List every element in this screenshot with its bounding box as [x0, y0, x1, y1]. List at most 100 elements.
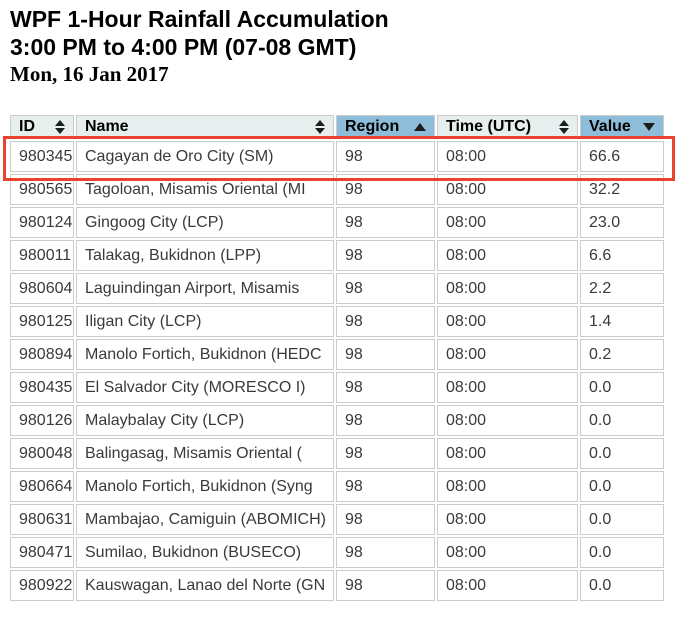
page-subtitle: 3:00 PM to 4:00 PM (07-08 GMT)	[10, 34, 357, 60]
page-date: Mon, 16 Jan 2017	[10, 62, 169, 86]
cell-name: Laguindingan Airport, Misamis	[76, 273, 334, 304]
table-row: 980011 Talakag, Bukidnon (LPP) 98 08:00 6.6	[10, 240, 664, 271]
table-row: 980604 Laguindingan Airport, Misamis 98 08:…	[10, 273, 664, 304]
cell-region: 98	[336, 438, 435, 469]
cell-id: 980471	[10, 537, 74, 568]
cell-id: 980126	[10, 405, 74, 436]
cell-region: 98	[336, 504, 435, 535]
cell-time: 08:00	[437, 273, 578, 304]
cell-id: 980631	[10, 504, 74, 535]
cell-region: 98	[336, 174, 435, 205]
cell-region: 98	[336, 240, 435, 271]
cell-id: 980345	[10, 141, 74, 172]
table-row: 980631 Mambajao, Camiguin (ABOMICH) 98 08:0…	[10, 504, 664, 535]
cell-id: 980565	[10, 174, 74, 205]
column-header-value[interactable]: Value	[580, 115, 664, 139]
cell-time: 08:00	[437, 306, 578, 337]
cell-time: 08:00	[437, 504, 578, 535]
sort-unsorted-icon	[55, 120, 65, 134]
sort-descending-icon	[643, 123, 655, 131]
column-label-region: Region	[345, 118, 400, 135]
cell-time: 08:00	[437, 537, 578, 568]
cell-id: 980922	[10, 570, 74, 601]
cell-name: Cagayan de Oro City (SM)	[76, 141, 334, 172]
cell-value: 0.0	[580, 471, 664, 502]
cell-value: 2.2	[580, 273, 664, 304]
rainfall-table: ID Name Region Time (UTC) Value 980345 Cagaya…	[8, 113, 666, 603]
cell-time: 08:00	[437, 207, 578, 238]
table-row: 980125 Iligan City (LCP) 98 08:00 1.4	[10, 306, 664, 337]
sort-ascending-icon	[414, 123, 426, 131]
table-row: 980124 Gingoog City (LCP) 98 08:00 23.0	[10, 207, 664, 238]
cell-value: 0.0	[580, 372, 664, 403]
cell-time: 08:00	[437, 372, 578, 403]
cell-name: Malaybalay City (LCP)	[76, 405, 334, 436]
cell-value: 23.0	[580, 207, 664, 238]
cell-time: 08:00	[437, 570, 578, 601]
cell-value: 0.0	[580, 570, 664, 601]
cell-name: Talakag, Bukidnon (LPP)	[76, 240, 334, 271]
cell-name: Manolo Fortich, Bukidnon (Syng	[76, 471, 334, 502]
cell-time: 08:00	[437, 471, 578, 502]
column-header-time[interactable]: Time (UTC)	[437, 115, 578, 139]
cell-id: 980894	[10, 339, 74, 370]
cell-time: 08:00	[437, 174, 578, 205]
table-row: 980565 Tagoloan, Misamis Oriental (MI 98 08…	[10, 174, 664, 205]
column-header-id[interactable]: ID	[10, 115, 74, 139]
page-header: WPF 1-Hour Rainfall Accumulation 3:00 PM…	[10, 5, 389, 87]
cell-value: 1.4	[580, 306, 664, 337]
cell-name: Kauswagan, Lanao del Norte (GN	[76, 570, 334, 601]
cell-region: 98	[336, 471, 435, 502]
cell-time: 08:00	[437, 438, 578, 469]
cell-region: 98	[336, 570, 435, 601]
cell-name: Tagoloan, Misamis Oriental (MI	[76, 174, 334, 205]
cell-name: Iligan City (LCP)	[76, 306, 334, 337]
table-row: 980922 Kauswagan, Lanao del Norte (GN 98 08…	[10, 570, 664, 601]
cell-name: Mambajao, Camiguin (ABOMICH)	[76, 504, 334, 535]
cell-region: 98	[336, 273, 435, 304]
column-label-id: ID	[19, 118, 35, 135]
column-label-value: Value	[589, 118, 631, 135]
table-row: 980664 Manolo Fortich, Bukidnon (Syng 98 08…	[10, 471, 664, 502]
cell-region: 98	[336, 405, 435, 436]
cell-name: Manolo Fortich, Bukidnon (HEDC	[76, 339, 334, 370]
cell-time: 08:00	[437, 240, 578, 271]
table-header-row: ID Name Region Time (UTC) Value	[10, 115, 664, 139]
cell-name: El Salvador City (MORESCO I)	[76, 372, 334, 403]
column-header-region[interactable]: Region	[336, 115, 435, 139]
cell-value: 6.6	[580, 240, 664, 271]
rainfall-table-container: ID Name Region Time (UTC) Value 980345 Cagaya…	[3, 113, 684, 603]
cell-name: Balingasag, Misamis Oriental (	[76, 438, 334, 469]
cell-id: 980011	[10, 240, 74, 271]
cell-value: 32.2	[580, 174, 664, 205]
cell-region: 98	[336, 537, 435, 568]
table-row-highlighted: 980345 Cagayan de Oro City (SM) 98 08:00 66.…	[10, 141, 664, 172]
cell-value: 0.2	[580, 339, 664, 370]
table-row: 980435 El Salvador City (MORESCO I) 98 08:0…	[10, 372, 664, 403]
table-row: 980048 Balingasag, Misamis Oriental (98 08…	[10, 438, 664, 469]
cell-value: 0.0	[580, 405, 664, 436]
cell-id: 980435	[10, 372, 74, 403]
table-row: 980126 Malaybalay City (LCP) 98 08:00 0.0	[10, 405, 664, 436]
sort-unsorted-icon	[315, 120, 325, 134]
column-header-name[interactable]: Name	[76, 115, 334, 139]
cell-value: 66.6	[580, 141, 664, 172]
cell-id: 980604	[10, 273, 74, 304]
cell-time: 08:00	[437, 339, 578, 370]
cell-region: 98	[336, 306, 435, 337]
cell-value: 0.0	[580, 537, 664, 568]
cell-value: 0.0	[580, 504, 664, 535]
cell-value: 0.0	[580, 438, 664, 469]
cell-name: Sumilao, Bukidnon (BUSECO)	[76, 537, 334, 568]
cell-id: 980125	[10, 306, 74, 337]
cell-time: 08:00	[437, 405, 578, 436]
cell-time: 08:00	[437, 141, 578, 172]
cell-id: 980664	[10, 471, 74, 502]
cell-name: Gingoog City (LCP)	[76, 207, 334, 238]
table-row: 980894 Manolo Fortich, Bukidnon (HEDC 98 08…	[10, 339, 664, 370]
sort-unsorted-icon	[559, 120, 569, 134]
cell-id: 980124	[10, 207, 74, 238]
cell-region: 98	[336, 141, 435, 172]
cell-region: 98	[336, 372, 435, 403]
cell-id: 980048	[10, 438, 74, 469]
